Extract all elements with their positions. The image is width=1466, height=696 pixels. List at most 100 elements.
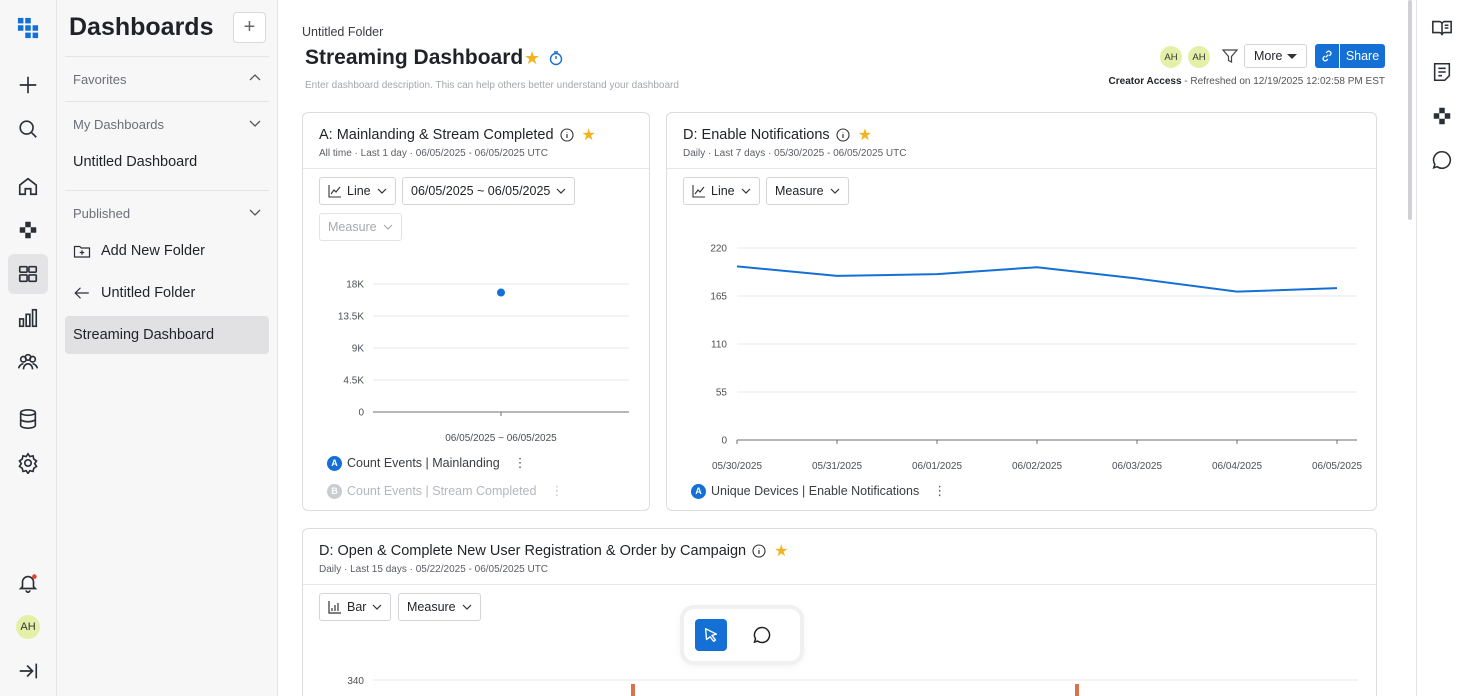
chevron-down-icon [830,188,840,194]
chevron-down-icon [462,604,472,610]
favorite-star-icon[interactable]: ★ [524,48,541,68]
chart-registration-order[interactable]: 340 [303,669,1377,696]
card-title[interactable]: D: Open & Complete New User Registration… [319,541,788,561]
comment-tool-button[interactable] [746,619,778,651]
favorite-star-icon[interactable]: ★ [774,543,789,560]
chart-type-label: Line [711,184,735,198]
legend-label: Unique Devices | Enable Notifications [711,484,920,498]
chart-type-dropdown[interactable]: Line [683,177,760,205]
notes-icon[interactable] [1430,60,1454,84]
measure-dropdown[interactable]: Measure [319,213,402,241]
scrollbar[interactable] [1408,0,1412,220]
sidebar-item-streaming-dashboard[interactable]: Streaming Dashboard [65,316,269,354]
breadcrumb[interactable]: Untitled Folder [302,25,384,39]
bell-icon[interactable] [8,563,48,603]
add-dashboard-button[interactable]: + [233,12,266,43]
divider [303,168,649,169]
chart-mainlanding[interactable]: 0 4.5K 9K 13.5K 18K 06/05/2025 ~ 06/05/2025 [303,263,650,453]
left-rail: AH [0,0,57,696]
users-icon[interactable] [8,342,48,382]
cursor-icon [704,628,718,642]
info-icon[interactable] [559,128,574,142]
chevron-down-icon [556,188,566,194]
y-tick-label: 340 [347,676,364,687]
more-button[interactable]: More [1244,44,1307,68]
logo-icon[interactable] [8,8,48,48]
description-input[interactable]: Enter dashboard description. This can he… [305,80,679,91]
favorites-section[interactable]: Favorites [65,72,269,87]
y-tick-label: 18K [346,280,364,291]
timer-icon[interactable] [548,50,564,66]
published-section[interactable]: Published [65,206,269,221]
y-tick-label: 165 [710,292,727,303]
divider [65,101,269,102]
chat-icon[interactable] [1430,148,1454,172]
avatar[interactable]: AH [16,615,40,639]
gear-icon[interactable] [8,443,48,483]
x-tick-label: 06/01/2025 [912,461,962,472]
measure-label: Measure [407,600,456,614]
chevron-down-icon [741,188,751,194]
avatar[interactable]: AH [1160,46,1182,68]
kebab-icon[interactable]: ⋮ [933,483,947,498]
date-range-dropdown[interactable]: 06/05/2025 ~ 06/05/2025 [402,177,576,205]
kebab-icon[interactable]: ⋮ [513,455,527,470]
plus-icon[interactable] [8,65,48,105]
card-title-text: D: Open & Complete New User Registration… [319,543,747,559]
measure-dropdown[interactable]: Measure [398,593,481,621]
legend-item[interactable]: B Count Events | Stream Completed ⋮ [327,483,563,499]
dashboards-icon[interactable] [8,254,48,294]
bar [631,684,635,696]
page-title[interactable]: Streaming Dashboard [305,46,524,69]
home-icon[interactable] [8,166,48,206]
book-icon[interactable] [1430,16,1454,40]
info-icon[interactable] [752,544,766,558]
chart-type-dropdown[interactable]: Line [319,177,396,205]
chart-enable-notifications[interactable]: 0 55 110 165 220 05/30/2025 05/31/2025 06/01/20… [667,233,1377,473]
reports-icon[interactable] [8,298,48,338]
apps-icon[interactable] [1430,104,1454,128]
select-tool-button[interactable] [695,619,727,651]
share-button[interactable]: Share [1340,44,1385,68]
y-tick-label: 220 [710,244,727,255]
search-icon[interactable] [8,109,48,149]
kebab-icon[interactable]: ⋮ [550,483,564,498]
measure-dropdown[interactable]: Measure [766,177,849,205]
series-badge: A [327,455,342,471]
favorite-star-icon[interactable]: ★ [581,127,596,144]
access-status: Creator Access - Refreshed on 12/19/2025… [1109,76,1385,87]
sidebar-item-untitled-folder[interactable]: Untitled Folder [65,274,269,312]
legend-item[interactable]: A Count Events | Mainlanding ⋮ [327,455,527,471]
date-range-label: 06/05/2025 ~ 06/05/2025 [411,184,551,198]
apps-icon[interactable] [8,210,48,250]
access-label: Creator Access [1108,76,1182,87]
dashboard-card-registration-order[interactable]: D: Open & Complete New User Registration… [302,528,1377,696]
database-icon[interactable] [8,399,48,439]
card-title[interactable]: D: Enable Notifications ★ [683,125,872,145]
legend-item[interactable]: A Unique Devices | Enable Notifications … [691,483,946,499]
dashboard-card-mainlanding[interactable]: A: Mainlanding & Stream Completed ★ All … [302,112,650,511]
x-tick-label: 06/02/2025 [1012,461,1062,472]
sidebar-item-label: Add New Folder [101,243,205,259]
sidebar-item-label: Untitled Folder [101,285,196,301]
collapse-icon[interactable] [8,651,48,691]
favorite-star-icon[interactable]: ★ [857,127,873,144]
card-title-text: A: Mainlanding & Stream Completed [319,127,554,143]
sidebar-item-untitled-dashboard[interactable]: Untitled Dashboard [65,143,269,181]
info-icon[interactable] [836,128,850,142]
avatar[interactable]: AH [1188,46,1210,68]
sidebar-item-add-new-folder[interactable]: Add New Folder [65,232,269,270]
card-title[interactable]: A: Mainlanding & Stream Completed ★ [319,125,596,145]
filter-icon[interactable] [1222,48,1238,64]
x-tick-label: 06/04/2025 [1212,461,1262,472]
chevron-down-icon [377,188,387,194]
my-dashboards-section[interactable]: My Dashboards [65,117,269,132]
sidebar-item-label: Streaming Dashboard [73,327,215,343]
measure-label: Measure [775,184,824,198]
dashboard-card-enable-notifications[interactable]: D: Enable Notifications ★ Daily · Last 7… [666,112,1377,511]
chart-type-dropdown[interactable]: Bar [319,593,392,621]
legend-label: Count Events | Mainlanding [347,456,500,470]
y-tick-label: 110 [711,340,727,351]
y-tick-label: 4.5K [343,376,364,387]
copy-link-button[interactable] [1315,44,1339,68]
